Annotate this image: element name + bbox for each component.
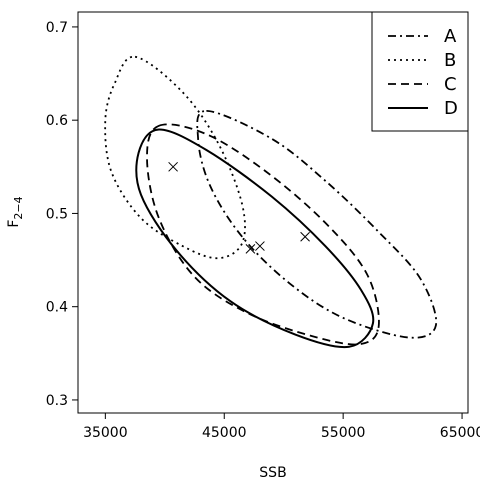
legend-label-c: C [444, 74, 457, 95]
legend-box [371, 11, 469, 132]
center-marker-d [255, 241, 265, 251]
legend-label-d: D [444, 98, 458, 119]
legend-label-b: B [444, 50, 456, 71]
y-axis-label-subscript: 2−4 [12, 196, 25, 219]
ellipse-curves [104, 55, 438, 349]
center-marker-b [168, 161, 178, 172]
y-tick-label: 0.6 [46, 113, 68, 129]
x-tick-label: 55000 [321, 425, 366, 441]
y-tick-label: 0.3 [46, 393, 68, 409]
series-c-ellipse [146, 123, 380, 346]
series-a-ellipse [196, 109, 438, 339]
center-markers [168, 161, 310, 254]
x-tick-label: 35000 [83, 425, 128, 441]
y-axis-label-main: F [6, 220, 22, 228]
x-tick-label: 45000 [202, 425, 247, 441]
y-axis-label: F2−4 [6, 196, 25, 227]
plot-frame [77, 11, 469, 414]
series-d-ellipse [135, 128, 375, 349]
legend-label-a: A [444, 26, 457, 47]
svg-text:F2−4: F2−4 [6, 196, 25, 227]
x-axis: 35000 45000 55000 65000 [83, 413, 480, 441]
y-tick-label: 0.5 [46, 206, 68, 222]
y-tick-label: 0.4 [46, 300, 68, 316]
x-axis-label: SSB [259, 465, 286, 480]
center-marker-c [245, 244, 256, 254]
x-tick-label: 65000 [440, 425, 480, 441]
center-marker-a [300, 231, 310, 242]
series-b-ellipse [104, 55, 246, 260]
y-tick-label: 0.7 [46, 20, 68, 36]
y-axis: 0.3 0.4 0.5 0.6 0.7 [46, 20, 78, 409]
